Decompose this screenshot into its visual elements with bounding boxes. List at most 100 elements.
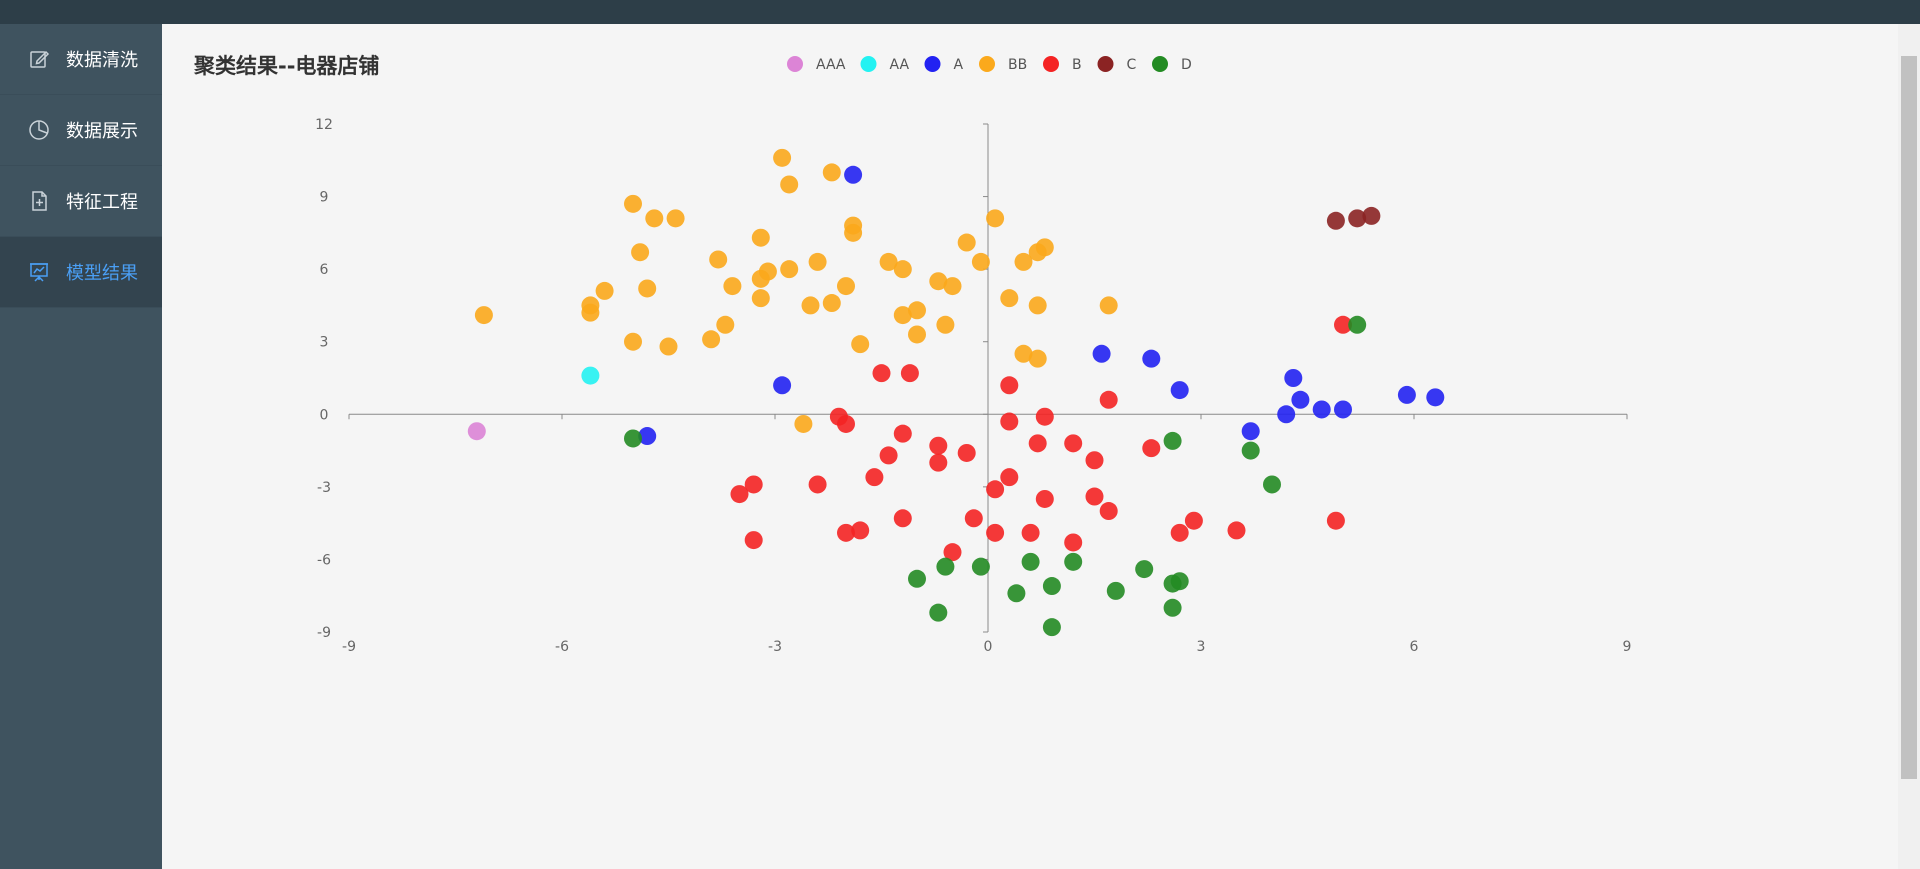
scatter-point-aaa[interactable] bbox=[467, 422, 486, 441]
scatter-point-bb[interactable] bbox=[751, 228, 770, 247]
scatter-point-b[interactable] bbox=[1035, 407, 1054, 426]
scatter-point-a[interactable] bbox=[773, 376, 792, 395]
scatter-point-b[interactable] bbox=[1184, 511, 1203, 530]
scatter-point-b[interactable] bbox=[893, 424, 912, 443]
scatter-point-b[interactable] bbox=[1227, 521, 1246, 540]
scatter-point-bb[interactable] bbox=[893, 306, 912, 325]
scatter-point-a[interactable] bbox=[1334, 400, 1352, 419]
scatter-point-bb[interactable] bbox=[844, 223, 863, 242]
scatter-point-bb[interactable] bbox=[971, 252, 990, 271]
scatter-point-bb[interactable] bbox=[638, 279, 657, 298]
scatter-point-d[interactable] bbox=[1263, 475, 1281, 494]
scatter-point-bb[interactable] bbox=[624, 332, 642, 351]
scatter-point-b[interactable] bbox=[893, 509, 912, 528]
scatter-point-b[interactable] bbox=[929, 453, 948, 472]
scatter-point-b[interactable] bbox=[1028, 434, 1047, 453]
scatter-point-a[interactable] bbox=[1291, 390, 1310, 409]
scatter-point-b[interactable] bbox=[879, 446, 898, 465]
scatter-point-bb[interactable] bbox=[794, 414, 813, 433]
scatter-point-bb[interactable] bbox=[943, 277, 962, 296]
legend-item-d[interactable]: D bbox=[1152, 56, 1192, 73]
scatter-point-b[interactable] bbox=[1000, 468, 1019, 487]
vertical-scrollbar[interactable] bbox=[1898, 24, 1920, 869]
scatter-point-bb[interactable] bbox=[986, 209, 1005, 228]
scatter-point-b[interactable] bbox=[900, 364, 919, 383]
scatter-point-bb[interactable] bbox=[1014, 252, 1033, 271]
scatter-point-a[interactable] bbox=[844, 165, 863, 184]
scatter-point-a[interactable] bbox=[1170, 381, 1189, 400]
scatter-point-bb[interactable] bbox=[716, 315, 735, 334]
scatter-point-a[interactable] bbox=[1284, 369, 1303, 387]
scatter-point-bb[interactable] bbox=[908, 301, 926, 320]
scatter-point-b[interactable] bbox=[929, 436, 948, 455]
scatter-point-d[interactable] bbox=[1170, 572, 1189, 591]
scatter-point-bb[interactable] bbox=[624, 194, 642, 213]
legend-item-c[interactable]: C bbox=[1097, 56, 1137, 73]
scatter-point-bb[interactable] bbox=[595, 281, 614, 300]
scatter-point-b[interactable] bbox=[1064, 533, 1083, 552]
scatter-point-bb[interactable] bbox=[631, 243, 650, 262]
scatter-point-b[interactable] bbox=[851, 521, 870, 540]
legend-item-bb[interactable]: BB bbox=[979, 56, 1027, 73]
scatter-point-bb[interactable] bbox=[780, 175, 799, 194]
scatter-point-bb[interactable] bbox=[929, 272, 948, 291]
scatter-point-d[interactable] bbox=[1042, 618, 1061, 637]
scatter-point-d[interactable] bbox=[971, 557, 990, 576]
scatter-point-bb[interactable] bbox=[666, 209, 685, 228]
scatter-point-bb[interactable] bbox=[1000, 289, 1019, 308]
scatter-point-bb[interactable] bbox=[581, 303, 600, 322]
scatter-point-b[interactable] bbox=[1334, 315, 1352, 334]
scatter-point-bb[interactable] bbox=[751, 289, 770, 308]
scatter-point-b[interactable] bbox=[744, 531, 763, 550]
scatter-point-bb[interactable] bbox=[1014, 344, 1033, 363]
scatter-point-b[interactable] bbox=[986, 523, 1005, 542]
scatter-point-c[interactable] bbox=[1362, 206, 1381, 225]
scatter-point-bb[interactable] bbox=[723, 277, 742, 296]
scatter-point-a[interactable] bbox=[1142, 349, 1161, 368]
scatter-point-bb[interactable] bbox=[957, 233, 976, 252]
scrollbar-thumb[interactable] bbox=[1901, 56, 1917, 779]
scatter-point-bb[interactable] bbox=[1099, 296, 1118, 315]
scatter-point-b[interactable] bbox=[943, 543, 962, 562]
scatter-point-bb[interactable] bbox=[879, 252, 898, 271]
scatter-point-a[interactable] bbox=[1241, 422, 1260, 441]
scatter-point-b[interactable] bbox=[986, 480, 1005, 499]
scatter-point-c[interactable] bbox=[1326, 211, 1345, 230]
scatter-point-bb[interactable] bbox=[1028, 349, 1047, 368]
scatter-point-d[interactable] bbox=[929, 603, 948, 622]
scatter-point-a[interactable] bbox=[638, 427, 657, 446]
scatter-point-d[interactable] bbox=[1106, 581, 1125, 600]
scatter-point-bb[interactable] bbox=[645, 209, 664, 228]
scatter-point-bb[interactable] bbox=[893, 260, 912, 279]
scatter-point-d[interactable] bbox=[1064, 552, 1083, 571]
scatter-point-bb[interactable] bbox=[773, 148, 792, 167]
scatter-point-bb[interactable] bbox=[908, 325, 926, 344]
scatter-point-b[interactable] bbox=[872, 364, 891, 383]
sidebar-item-model-results[interactable]: 模型结果 bbox=[0, 237, 162, 308]
scatter-point-bb[interactable] bbox=[936, 315, 955, 334]
scatter-point-b[interactable] bbox=[837, 523, 855, 542]
scatter-point-aa[interactable] bbox=[581, 366, 600, 385]
scatter-point-b[interactable] bbox=[808, 475, 827, 494]
scatter-point-bb[interactable] bbox=[474, 306, 493, 325]
scatter-point-bb[interactable] bbox=[851, 335, 870, 354]
scatter-point-d[interactable] bbox=[1163, 431, 1182, 450]
scatter-point-bb[interactable] bbox=[751, 269, 770, 288]
scatter-point-bb[interactable] bbox=[837, 277, 855, 296]
scatter-point-bb[interactable] bbox=[808, 252, 827, 271]
sidebar-item-data-cleaning[interactable]: 数据清洗 bbox=[0, 24, 162, 95]
scatter-point-a[interactable] bbox=[1426, 388, 1445, 407]
scatter-point-d[interactable] bbox=[1135, 560, 1154, 579]
sidebar-item-feature-engineering[interactable]: 特征工程 bbox=[0, 166, 162, 237]
scatter-point-b[interactable] bbox=[1099, 390, 1118, 409]
scatter-point-b[interactable] bbox=[837, 414, 855, 433]
scatter-point-d[interactable] bbox=[1348, 315, 1367, 334]
legend-item-aa[interactable]: AA bbox=[860, 56, 910, 73]
scatter-point-b[interactable] bbox=[1035, 489, 1054, 508]
scatter-point-bb[interactable] bbox=[702, 330, 721, 349]
scatter-point-d[interactable] bbox=[1042, 577, 1061, 596]
scatter-point-bb[interactable] bbox=[1028, 296, 1047, 315]
scatter-point-d[interactable] bbox=[1021, 552, 1040, 571]
scatter-point-d[interactable] bbox=[908, 569, 926, 588]
scatter-point-bb[interactable] bbox=[822, 163, 841, 182]
